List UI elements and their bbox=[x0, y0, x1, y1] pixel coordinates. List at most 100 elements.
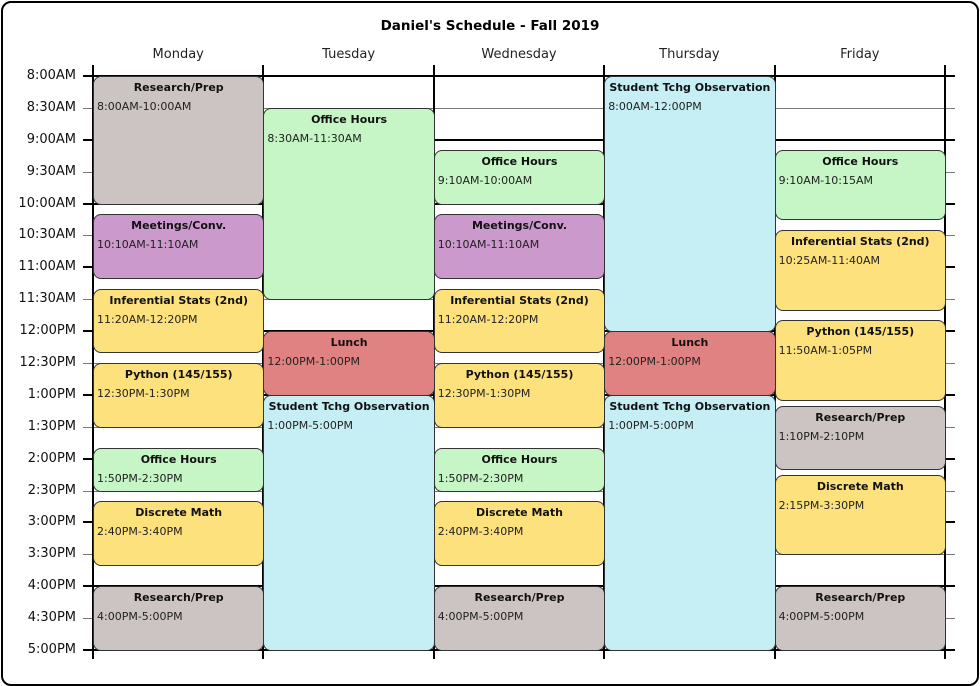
event-title: Inferential Stats (2nd) bbox=[790, 235, 930, 249]
event-time-range: 1:50PM-2:30PM bbox=[437, 472, 524, 486]
time-label: 1:00PM bbox=[27, 386, 76, 402]
event-block[interactable]: Discrete Math 2:40PM-3:40PM bbox=[433, 501, 606, 566]
time-label: 4:00PM bbox=[27, 578, 76, 594]
event-title: Office Hours bbox=[140, 453, 217, 467]
event-time-range: 12:30PM-1:30PM bbox=[97, 387, 190, 400]
event-block[interactable]: Inferential Stats (2nd) 11:20AM-12:20PM bbox=[93, 288, 265, 354]
event-time-range: 9:10AM-10:00AM bbox=[437, 174, 533, 188]
event-time-range: 10:10AM-11:10AM bbox=[97, 238, 199, 252]
event-time-range: 4:00PM-5:00PM bbox=[778, 610, 865, 624]
day-divider bbox=[92, 65, 94, 659]
event-title: Python (145/155) bbox=[124, 368, 233, 381]
time-label: 11:30AM bbox=[18, 291, 76, 307]
day-header: Tuesday bbox=[322, 47, 376, 62]
event-block[interactable]: Python (145/155) 12:30PM-1:30PM bbox=[93, 363, 265, 428]
event-block[interactable]: Student Tchg Observation 1:00PM-5:00PM bbox=[263, 394, 435, 651]
event-block[interactable]: Inferential Stats (2nd) 10:25AM-11:40AM bbox=[774, 230, 946, 311]
event-title: Research/Prep bbox=[133, 81, 224, 94]
event-block[interactable]: Student Tchg Observation 1:00PM-5:00PM bbox=[604, 394, 776, 651]
time-label: 2:30PM bbox=[27, 482, 76, 498]
event-title: Research/Prep bbox=[474, 591, 565, 605]
day-header: Thursday bbox=[659, 47, 720, 62]
event-time-range: 2:15PM-3:30PM bbox=[778, 498, 865, 512]
time-label: 1:30PM bbox=[27, 418, 76, 434]
event-block[interactable]: Python (145/155) 11:50AM-1:05PM bbox=[774, 320, 946, 402]
event-block[interactable]: Office Hours 9:10AM-10:00AM bbox=[433, 150, 606, 205]
event-title: Office Hours bbox=[311, 112, 388, 126]
event-time-range: 12:30PM-1:30PM bbox=[437, 387, 531, 400]
event-title: Research/Prep bbox=[815, 410, 906, 424]
time-label: 12:00PM bbox=[19, 323, 76, 339]
time-label: 2:00PM bbox=[27, 450, 76, 466]
event-block[interactable]: Office Hours 1:50PM-2:30PM bbox=[433, 448, 606, 492]
event-title: Discrete Math bbox=[135, 506, 223, 520]
time-label: 11:00AM bbox=[18, 259, 76, 275]
event-time-range: 1:00PM-5:00PM bbox=[267, 418, 354, 432]
time-label: 12:30PM bbox=[19, 355, 76, 370]
time-label: 3:30PM bbox=[27, 546, 76, 562]
event-block[interactable]: Research/Prep 4:00PM-5:00PM bbox=[93, 586, 265, 651]
time-label: 9:30AM bbox=[26, 163, 76, 179]
event-title: Office Hours bbox=[481, 155, 558, 169]
hour-gridline bbox=[83, 75, 955, 77]
event-time-range: 1:50PM-2:30PM bbox=[97, 472, 183, 486]
time-label: 3:00PM bbox=[27, 514, 76, 530]
event-time-range: 4:00PM-5:00PM bbox=[437, 610, 524, 624]
hour-gridline bbox=[83, 138, 955, 141]
event-time-range: 8:00AM-10:00AM bbox=[97, 100, 192, 113]
day-header: Wednesday bbox=[481, 47, 557, 62]
event-block[interactable]: Discrete Math 2:15PM-3:30PM bbox=[774, 474, 946, 556]
half-hour-gridline bbox=[83, 107, 955, 109]
event-block[interactable]: Office Hours 8:30AM-11:30AM bbox=[263, 107, 435, 301]
event-block[interactable]: Research/Prep 8:00AM-10:00AM bbox=[93, 76, 265, 205]
event-block[interactable]: Research/Prep 4:00PM-5:00PM bbox=[433, 586, 606, 651]
event-time-range: 8:00AM-12:00PM bbox=[608, 100, 702, 113]
event-time-range: 12:00PM-1:00PM bbox=[608, 355, 701, 369]
event-block[interactable]: Office Hours 1:50PM-2:30PM bbox=[93, 448, 265, 492]
event-time-range: 9:10AM-10:15AM bbox=[778, 174, 873, 188]
event-title: Meetings/Conv. bbox=[471, 219, 568, 233]
event-block[interactable]: Research/Prep 1:10PM-2:10PM bbox=[774, 405, 946, 471]
time-label: 10:30AM bbox=[18, 227, 76, 243]
event-title: Inferential Stats (2nd) bbox=[450, 293, 589, 307]
event-time-range: 1:00PM-5:00PM bbox=[608, 418, 694, 432]
event-title: Python (145/155) bbox=[806, 325, 915, 339]
event-block[interactable]: Lunch 12:00PM-1:00PM bbox=[263, 331, 435, 396]
event-title: Lunch bbox=[671, 336, 709, 350]
time-label: 8:30AM bbox=[26, 99, 76, 115]
event-block[interactable]: Research/Prep 4:00PM-5:00PM bbox=[774, 586, 946, 651]
event-time-range: 2:40PM-3:40PM bbox=[437, 525, 524, 539]
event-title: Discrete Math bbox=[816, 479, 904, 493]
event-block[interactable]: Student Tchg Observation 8:00AM-12:00PM bbox=[604, 76, 776, 333]
event-block[interactable]: Discrete Math 2:40PM-3:40PM bbox=[93, 501, 265, 566]
chart-title: Daniel's Schedule - Fall 2019 bbox=[380, 18, 600, 34]
event-time-range: 8:30AM-11:30AM bbox=[267, 131, 362, 145]
event-title: Meetings/Conv. bbox=[131, 219, 227, 233]
event-time-range: 10:10AM-11:10AM bbox=[437, 238, 540, 252]
time-label: 5:00PM bbox=[27, 642, 76, 657]
time-label: 9:00AM bbox=[26, 131, 76, 147]
time-label: 4:30PM bbox=[27, 610, 76, 626]
event-title: Lunch bbox=[330, 336, 368, 350]
event-title: Python (145/155) bbox=[465, 368, 574, 381]
event-block[interactable]: Inferential Stats (2nd) 11:20AM-12:20PM bbox=[433, 288, 606, 354]
event-time-range: 4:00PM-5:00PM bbox=[97, 610, 183, 624]
event-time-range: 1:10PM-2:10PM bbox=[778, 429, 865, 443]
event-block[interactable]: Lunch 12:00PM-1:00PM bbox=[604, 331, 776, 396]
event-time-range: 11:20AM-12:20PM bbox=[437, 312, 539, 326]
event-title: Inferential Stats (2nd) bbox=[109, 293, 248, 307]
event-title: Student Tchg Observation bbox=[609, 81, 771, 94]
day-header: Friday bbox=[840, 47, 880, 62]
event-time-range: 2:40PM-3:40PM bbox=[97, 525, 183, 539]
event-time-range: 11:20AM-12:20PM bbox=[97, 312, 198, 326]
event-block[interactable]: Python (145/155) 12:30PM-1:30PM bbox=[433, 363, 606, 428]
time-label: 10:00AM bbox=[18, 195, 76, 211]
event-block[interactable]: Meetings/Conv. 10:10AM-11:10AM bbox=[93, 214, 265, 279]
event-title: Office Hours bbox=[822, 155, 899, 169]
event-title: Research/Prep bbox=[133, 591, 224, 605]
event-block[interactable]: Meetings/Conv. 10:10AM-11:10AM bbox=[433, 214, 606, 279]
event-title: Research/Prep bbox=[815, 591, 906, 605]
event-block[interactable]: Office Hours 9:10AM-10:15AM bbox=[774, 150, 946, 221]
time-label: 8:00AM bbox=[26, 68, 76, 83]
event-title: Office Hours bbox=[481, 453, 558, 467]
